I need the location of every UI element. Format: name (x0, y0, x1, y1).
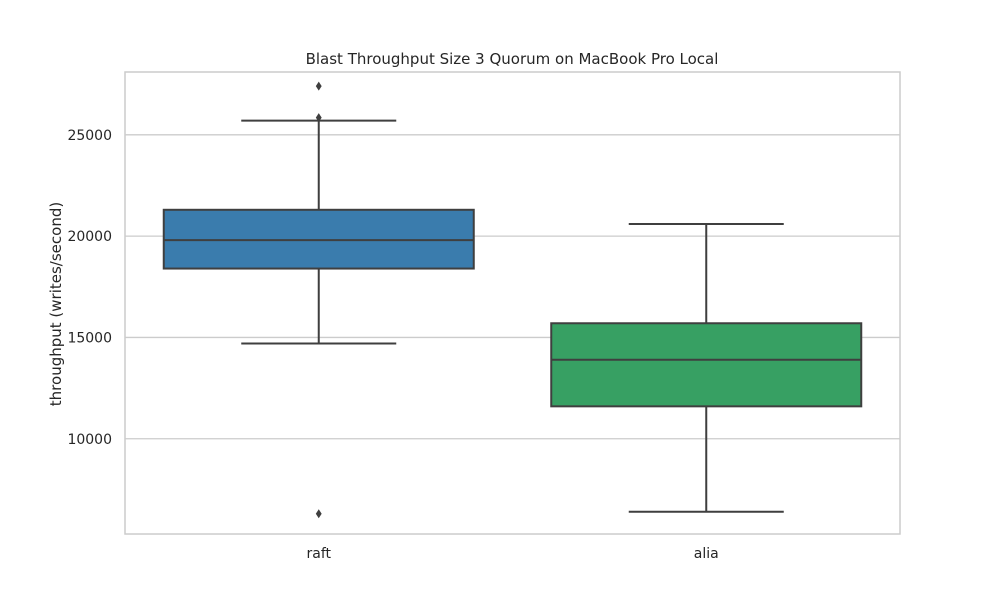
x-tick-label: alia (694, 546, 719, 562)
chart-title: Blast Throughput Size 3 Quorum on MacBoo… (306, 50, 719, 68)
iqr-box (550, 322, 863, 408)
x-tick-label: raft (306, 546, 331, 562)
y-tick-label: 20000 (67, 229, 112, 245)
iqr-box (162, 208, 475, 270)
y-axis-label: throughput (writes/second) (47, 202, 65, 406)
x-tick-labels: raft alia (306, 546, 718, 562)
plot-frame (124, 71, 901, 535)
y-tick-labels: 10000 15000 20000 25000 (67, 128, 112, 448)
y-tick-label: 10000 (67, 432, 112, 448)
y-tick-label: 25000 (67, 128, 112, 144)
outlier-point (315, 81, 322, 91)
box-plots (162, 81, 863, 519)
outlier-point (315, 509, 322, 519)
y-tick-label: 15000 (67, 330, 112, 346)
box-group-alia (550, 222, 863, 513)
box-group-raft (162, 81, 475, 519)
outlier-point (315, 113, 322, 123)
